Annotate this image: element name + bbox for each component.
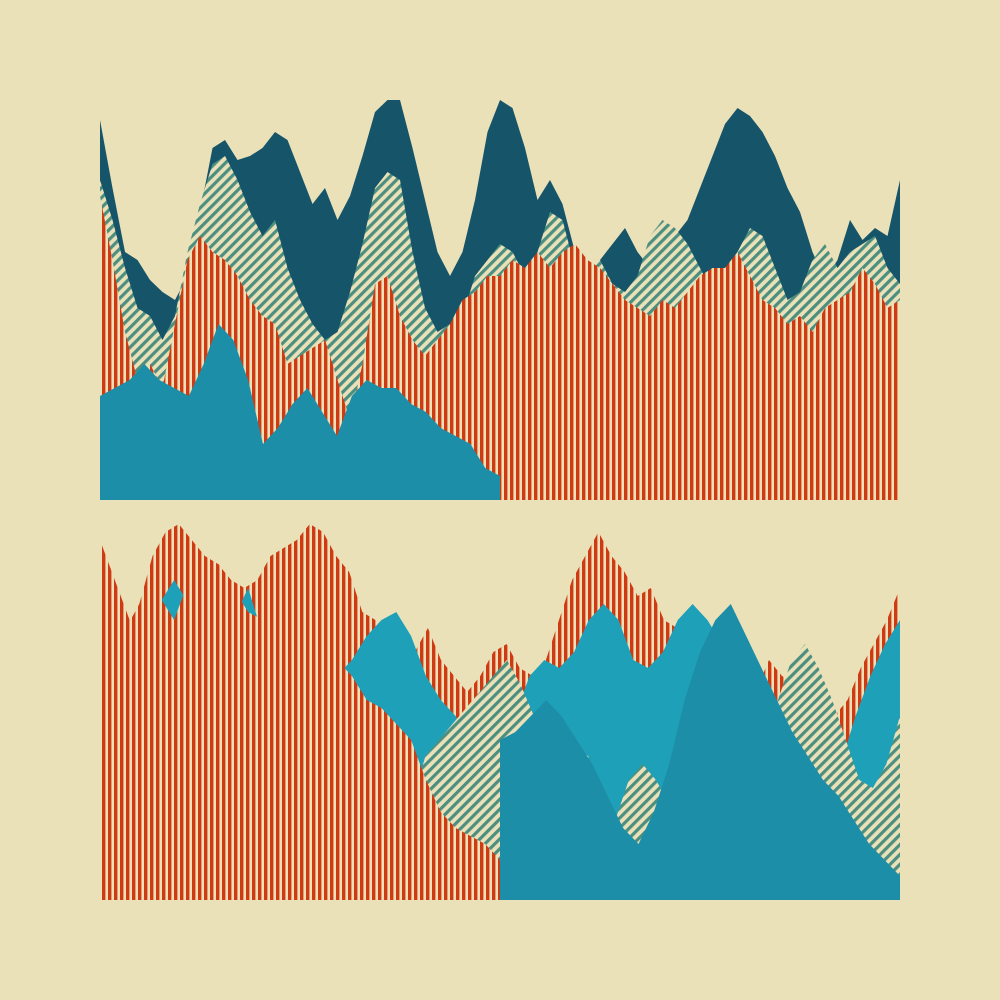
- bottom-panel: [100, 524, 900, 900]
- teal-base-layer: [100, 324, 500, 500]
- red-vertical-stripe-lower-layer: [100, 540, 500, 900]
- teal-base-layer: [500, 604, 900, 900]
- top-panel: [100, 100, 900, 500]
